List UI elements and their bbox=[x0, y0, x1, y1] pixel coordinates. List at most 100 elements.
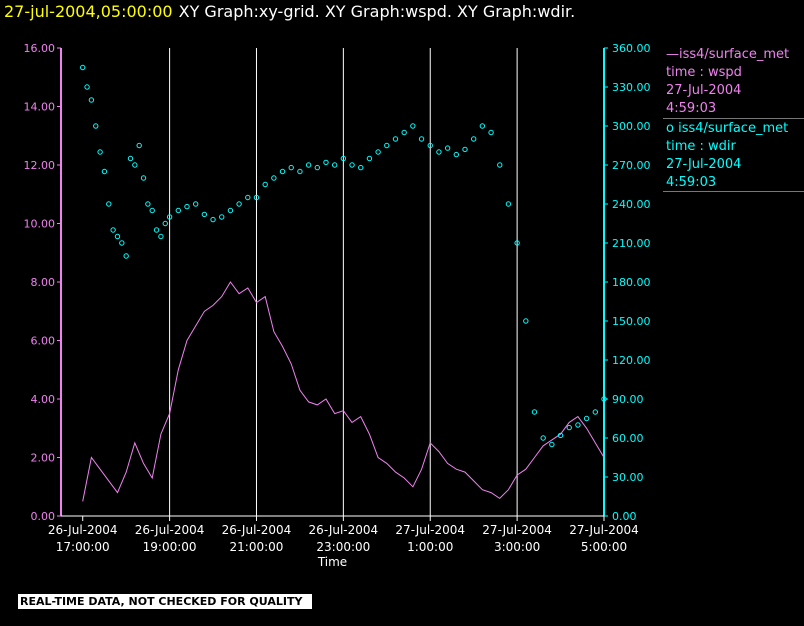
y-tick-label-right: 120.00 bbox=[612, 354, 651, 367]
x-tick-label-date: 26-Jul-2004 bbox=[48, 523, 118, 537]
wdir-point bbox=[162, 220, 168, 227]
x-tick-label-time: 1:00:00 bbox=[407, 540, 453, 554]
y-tick-label-left: 6.00 bbox=[31, 335, 56, 348]
y-tick-label-left: 12.00 bbox=[24, 159, 56, 172]
wdir-point bbox=[453, 151, 460, 158]
wdir-point bbox=[236, 201, 242, 207]
wdir-point bbox=[549, 441, 555, 448]
wdir-point bbox=[375, 149, 381, 155]
wdir-point bbox=[145, 201, 151, 207]
y-tick-label-right: 0.00 bbox=[612, 510, 637, 523]
wdir-point bbox=[410, 123, 416, 129]
x-tick-label-time: 19:00:00 bbox=[143, 540, 197, 554]
wdir-point bbox=[127, 155, 134, 162]
wdir-point bbox=[245, 194, 251, 201]
wdir-point bbox=[80, 64, 86, 71]
wdir-point bbox=[575, 422, 581, 428]
wdir-point bbox=[114, 233, 121, 240]
wdir-point bbox=[119, 240, 125, 246]
wdir-point bbox=[323, 159, 329, 166]
y-tick-label-right: 150.00 bbox=[612, 315, 651, 328]
wdir-point bbox=[262, 181, 268, 188]
wdir-point bbox=[93, 123, 99, 129]
wdir-point bbox=[566, 424, 572, 431]
y-tick-label-right: 300.00 bbox=[612, 120, 651, 133]
x-tick-label-time: 21:00:00 bbox=[230, 540, 284, 554]
wdir-point bbox=[384, 142, 390, 149]
wdir-point bbox=[166, 214, 173, 220]
wdir-point bbox=[314, 164, 320, 171]
y-tick-label-right: 330.00 bbox=[612, 81, 651, 94]
legend-time: 4:59:03 bbox=[666, 175, 717, 190]
legend-entry-wdir: o iss4/surface_met time : wdir 27-Jul-20… bbox=[666, 120, 788, 192]
wdir-point bbox=[192, 201, 199, 207]
wspd-line bbox=[82, 281, 605, 502]
wdir-point bbox=[88, 97, 95, 103]
wdir-point bbox=[201, 211, 208, 218]
wdir-point bbox=[488, 129, 494, 136]
wdir-point bbox=[153, 227, 160, 233]
wdir-point bbox=[470, 136, 477, 142]
wdir-point bbox=[271, 175, 277, 181]
wdir-point bbox=[418, 136, 425, 142]
wdir-point bbox=[358, 164, 364, 171]
wdir-point bbox=[279, 168, 286, 175]
y-tick-label-left: 14.00 bbox=[24, 101, 56, 114]
y-tick-label-right: 210.00 bbox=[612, 237, 651, 250]
wdir-point bbox=[123, 253, 129, 259]
wdir-point bbox=[583, 415, 590, 422]
wdir-point bbox=[349, 162, 355, 168]
wdir-point bbox=[427, 142, 433, 149]
wdir-point bbox=[184, 203, 190, 210]
y-tick-label-right: 270.00 bbox=[612, 159, 651, 172]
wdir-point bbox=[97, 149, 103, 155]
wdir-point bbox=[288, 164, 294, 171]
y-tick-label-right: 360.00 bbox=[612, 42, 651, 55]
legend-series-name: iss4/surface_met bbox=[679, 47, 790, 62]
y-tick-label-left: 10.00 bbox=[24, 218, 56, 231]
wdir-point bbox=[149, 207, 155, 214]
legend-series-name: iss4/surface_met bbox=[678, 121, 789, 136]
legend-time: 4:59:03 bbox=[666, 101, 717, 116]
y-tick-label-right: 180.00 bbox=[612, 276, 651, 289]
wdir-point bbox=[106, 201, 112, 207]
y-tick-label-left: 8.00 bbox=[31, 276, 56, 289]
wdir-point bbox=[210, 216, 216, 223]
x-tick-label-time: 3:00:00 bbox=[494, 540, 540, 554]
x-tick-label-date: 27-Jul-2004 bbox=[569, 523, 639, 537]
legend-circle-icon: o bbox=[666, 121, 679, 136]
legend-date: 27-Jul-2004 bbox=[666, 157, 742, 172]
wdir-point bbox=[366, 155, 373, 162]
wdir-point bbox=[531, 409, 538, 415]
wdir-point bbox=[523, 318, 529, 324]
y-tick-label-right: 30.00 bbox=[612, 471, 644, 484]
legend-divider bbox=[663, 118, 804, 119]
wdir-point bbox=[297, 168, 303, 175]
y-tick-label-left: 16.00 bbox=[24, 42, 56, 55]
wdir-point bbox=[101, 168, 108, 175]
wdir-point bbox=[444, 145, 451, 151]
wdir-point bbox=[601, 396, 607, 402]
wdir-point bbox=[305, 162, 312, 168]
x-tick-label-time: 5:00:00 bbox=[581, 540, 627, 554]
wdir-point bbox=[436, 149, 442, 155]
legend-divider bbox=[663, 191, 804, 192]
y-tick-label-right: 90.00 bbox=[612, 393, 644, 406]
chart-header: 27-jul-2004,05:00:00 XY Graph:xy-grid. XY… bbox=[4, 2, 575, 21]
x-tick-label-date: 26-Jul-2004 bbox=[222, 523, 292, 537]
y-tick-label-left: 0.00 bbox=[31, 510, 56, 523]
wdir-point bbox=[158, 233, 164, 240]
timestamp: 27-jul-2004,05:00:00 bbox=[4, 2, 173, 21]
wdir-point bbox=[479, 123, 486, 129]
legend-line-icon: — bbox=[666, 47, 679, 62]
wdir-point bbox=[514, 240, 520, 246]
x-axis-label: Time bbox=[317, 555, 347, 569]
quality-disclaimer: REAL-TIME DATA, NOT CHECKED FOR QUALITY bbox=[18, 594, 313, 609]
wdir-point bbox=[84, 84, 90, 90]
x-tick-label-time: 17:00:00 bbox=[56, 540, 110, 554]
graph-title: XY Graph:xy-grid. XY Graph:wspd. XY Grap… bbox=[178, 2, 576, 21]
wdir-point bbox=[392, 136, 399, 142]
wdir-point bbox=[462, 146, 468, 153]
x-tick-label-time: 23:00:00 bbox=[316, 540, 370, 554]
